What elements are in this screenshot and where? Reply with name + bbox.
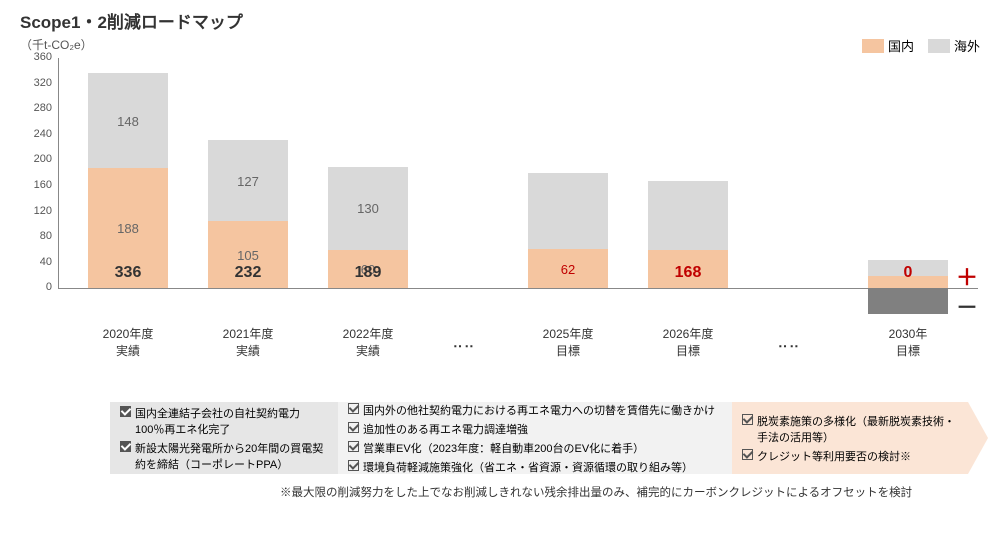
initiative-text: 環境負荷軽減施策強化（省エネ・省資源・資源循環の取り組み等） — [363, 459, 693, 475]
bar-negative — [868, 288, 948, 314]
x-axis-label: 2030年目標 — [858, 326, 958, 360]
legend-swatch-domestic — [862, 39, 884, 53]
legend-label-domestic: 国内 — [888, 36, 914, 55]
checkbox-icon — [348, 460, 359, 471]
y-tick: 320 — [20, 77, 52, 89]
checkbox-icon — [742, 449, 753, 460]
bar-overseas-label: 130 — [328, 201, 408, 216]
y-tick: 40 — [20, 256, 52, 268]
initiative-boxes: 国内全連結子会社の自社契約電力100％再エネ化完了新設太陽光発電所から20年間の… — [110, 402, 988, 474]
checkbox-icon — [120, 441, 131, 452]
checkbox-icon — [348, 441, 359, 452]
bar-chart: 0408012016020024028032036018814833610512… — [58, 58, 978, 348]
y-tick: 120 — [20, 205, 52, 217]
checkbox-icon — [742, 414, 753, 425]
y-tick: 0 — [20, 281, 52, 293]
y-tick: 240 — [20, 128, 52, 140]
bar-domestic-label: 62 — [528, 262, 608, 277]
legend-swatch-overseas — [928, 39, 950, 53]
initiative-item: 新設太陽光発電所から20年間の買電契約を締結（コーポレートPPA） — [120, 440, 328, 472]
initiative-text: 国内全連結子会社の自社契約電力100％再エネ化完了 — [135, 405, 328, 437]
initiative-item: 国内全連結子会社の自社契約電力100％再エネ化完了 — [120, 405, 328, 437]
minus-icon: － — [956, 290, 978, 322]
y-tick: 160 — [20, 179, 52, 191]
initiative-item: クレジット等利用要否の検討※ — [742, 448, 958, 464]
box-future: 脱炭素施策の多様化（最新脱炭素技術・手法の活用等） クレジット等利用要否の検討※ — [732, 402, 968, 474]
bar-domestic-label: 105 — [208, 248, 288, 263]
ellipsis: ‥‥ — [778, 334, 801, 351]
initiative-item: 脱炭素施策の多様化（最新脱炭素技術・手法の活用等） — [742, 413, 958, 445]
initiative-item: 国内外の他社契約電力における再エネ電力への切替を賃借先に働きかけ — [348, 402, 722, 418]
y-tick: 360 — [20, 51, 52, 63]
bar-overseas — [648, 181, 728, 250]
bar-domestic-label: 188 — [88, 221, 168, 236]
y-tick: 280 — [20, 102, 52, 114]
checkbox-icon — [348, 403, 359, 414]
x-axis-label: 2021年度実績 — [198, 326, 298, 360]
x-axis-label: 2020年度実績 — [78, 326, 178, 360]
y-tick: 80 — [20, 230, 52, 242]
bar-overseas-label: 148 — [88, 114, 168, 129]
initiative-text: 国内外の他社契約電力における再エネ電力への切替を賃借先に働きかけ — [363, 402, 715, 418]
initiative-text: 新設太陽光発電所から20年間の買電契約を締結（コーポレートPPA） — [135, 440, 328, 472]
x-axis-label: 2025年度目標 — [518, 326, 618, 360]
checkbox-icon — [348, 422, 359, 433]
x-axis-label: 2026年度目標 — [638, 326, 738, 360]
page-title: Scope1・2削減ロードマップ — [20, 8, 243, 33]
ellipsis: ‥‥ — [453, 334, 476, 351]
initiative-text: 脱炭素施策の多様化（最新脱炭素技術・手法の活用等） — [757, 413, 958, 445]
box-completed: 国内全連結子会社の自社契約電力100％再エネ化完了新設太陽光発電所から20年間の… — [110, 402, 338, 474]
arrow-head — [968, 402, 988, 474]
initiative-text: 追加性のある再エネ電力調達増強 — [363, 421, 528, 437]
x-axis — [58, 288, 978, 289]
y-axis — [58, 58, 59, 288]
plus-icon: ＋ — [956, 260, 978, 292]
initiative-item: 追加性のある再エネ電力調達増強 — [348, 421, 722, 437]
initiative-text: クレジット等利用要否の検討※ — [757, 448, 911, 464]
legend: 国内 海外 — [862, 36, 980, 55]
initiative-item: 環境負荷軽減施策強化（省エネ・省資源・資源循環の取り組み等） — [348, 459, 722, 475]
bar-overseas-label: 127 — [208, 174, 288, 189]
initiative-text: 営業車EV化（2023年度：軽自動車200台のEV化に着手） — [363, 440, 644, 456]
checkbox-icon — [120, 406, 131, 417]
legend-domestic: 国内 — [862, 36, 914, 55]
footnote: ※最大限の削減努力をした上でなお削減しきれない残余排出量のみ、補完的にカーボンク… — [280, 484, 912, 500]
legend-label-overseas: 海外 — [954, 36, 980, 55]
x-axis-label: 2022年度実績 — [318, 326, 418, 360]
bar-overseas — [528, 173, 608, 249]
legend-overseas: 海外 — [928, 36, 980, 55]
initiative-item: 営業車EV化（2023年度：軽自動車200台のEV化に着手） — [348, 440, 722, 456]
y-tick: 200 — [20, 153, 52, 165]
plot-area: 0408012016020024028032036018814833610512… — [58, 58, 978, 320]
box-ongoing: 国内外の他社契約電力における再エネ電力への切替を賃借先に働きかけ追加性のある再エ… — [338, 402, 732, 474]
